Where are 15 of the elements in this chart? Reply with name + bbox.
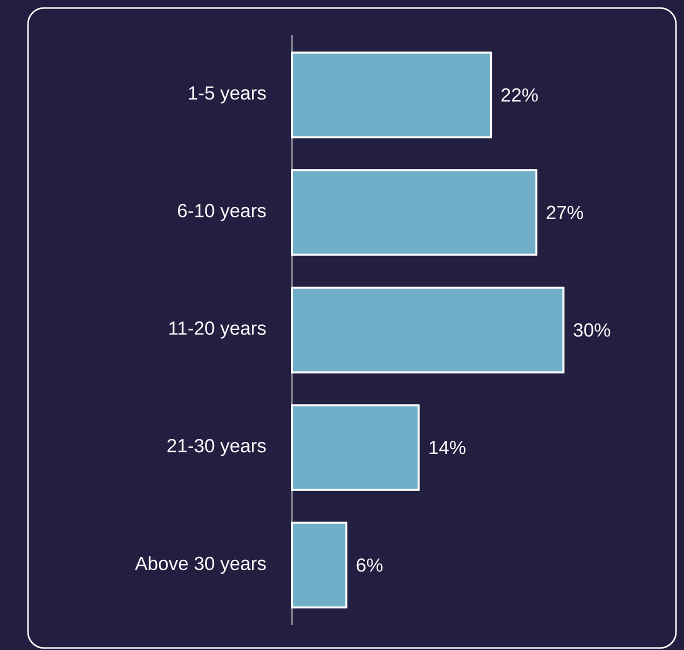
y-tick-label: Above 30 years: [134, 556, 266, 574]
y-tick-label: 11-20 years: [169, 321, 266, 339]
y-tick-label: 21-30 years: [167, 438, 266, 456]
data-label: 6%: [356, 558, 382, 572]
bar: [291, 52, 492, 138]
bar: [291, 522, 348, 608]
bar: [291, 404, 420, 491]
bar: [291, 169, 538, 256]
bar: [291, 286, 564, 374]
y-tick-label: 1-5 years: [189, 86, 266, 104]
data-label: 30%: [574, 323, 610, 337]
data-label: 22%: [502, 88, 538, 102]
data-label: 14%: [430, 440, 466, 454]
y-tick-label: 6-10 years: [178, 204, 266, 222]
data-label: 27%: [546, 206, 584, 220]
